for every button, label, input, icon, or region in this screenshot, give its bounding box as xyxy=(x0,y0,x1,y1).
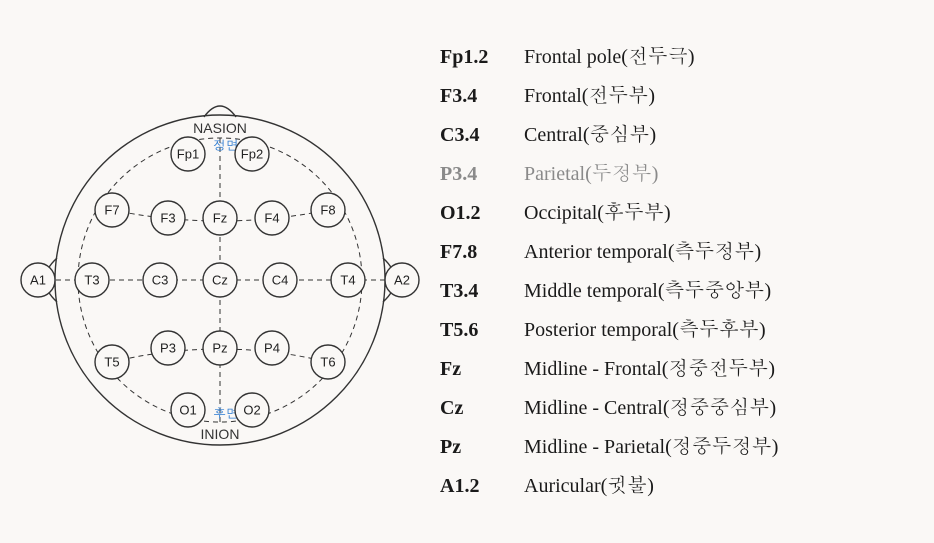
legend-desc: Midline - Central(정중중심부) xyxy=(524,389,792,428)
electrode-p4: P4 xyxy=(255,331,289,365)
electrode-label: T5 xyxy=(104,354,119,369)
electrode-fp2: Fp2 xyxy=(235,137,269,171)
legend-row: F3.4Frontal(전두부) xyxy=(440,77,792,116)
electrode-f7: F7 xyxy=(95,193,129,227)
electrode-t6: T6 xyxy=(311,345,345,379)
legend-row: A1.2Auricular(귓불) xyxy=(440,467,792,506)
legend-row: T5.6Posterior temporal(측두후부) xyxy=(440,311,792,350)
electrode-o2: O2 xyxy=(235,393,269,427)
electrode-c4: C4 xyxy=(263,263,297,297)
legend-code: Cz xyxy=(440,389,524,428)
legend-desc: Posterior temporal(측두후부) xyxy=(524,311,792,350)
electrode-o1: O1 xyxy=(171,393,205,427)
electrode-label: Fp2 xyxy=(241,146,263,161)
inion-label: INION xyxy=(201,426,240,442)
legend-table: Fp1.2Frontal pole(전두극)F3.4Frontal(전두부)C3… xyxy=(440,38,792,506)
electrode-a2: A2 xyxy=(385,263,419,297)
eeg-head-diagram: NASIONINION정면후면Fp1Fp2F7F3FzF4F8A1T3C3CzC… xyxy=(0,0,430,543)
electrode-f4: F4 xyxy=(255,201,289,235)
legend-code: F3.4 xyxy=(440,77,524,116)
electrode-t5: T5 xyxy=(95,345,129,379)
electrode-label: O1 xyxy=(179,402,196,417)
electrode-label: Fz xyxy=(213,210,227,225)
legend-row: P3.4Parietal(두정부) xyxy=(440,155,792,194)
diagram-panel: NASIONINION정면후면Fp1Fp2F7F3FzF4F8A1T3C3CzC… xyxy=(0,0,430,543)
legend-desc: Auricular(귓불) xyxy=(524,467,792,506)
electrode-fp1: Fp1 xyxy=(171,137,205,171)
electrode-label: F3 xyxy=(160,210,175,225)
electrode-t4: T4 xyxy=(331,263,365,297)
electrode-pz: Pz xyxy=(203,331,237,365)
electrode-a1: A1 xyxy=(21,263,55,297)
legend-desc: Parietal(두정부) xyxy=(524,155,792,194)
legend-row: FzMidline - Frontal(정중전두부) xyxy=(440,350,792,389)
electrode-label: Fp1 xyxy=(177,146,199,161)
legend-row: T3.4Middle temporal(측두중앙부) xyxy=(440,272,792,311)
legend-code: O1.2 xyxy=(440,194,524,233)
legend-row: C3.4Central(중심부) xyxy=(440,116,792,155)
electrode-label: A1 xyxy=(30,272,46,287)
legend-row: PzMidline - Parietal(정중두정부) xyxy=(440,428,792,467)
electrode-label: Pz xyxy=(212,340,227,355)
electrode-p3: P3 xyxy=(151,331,185,365)
legend-code: Pz xyxy=(440,428,524,467)
legend-desc: Anterior temporal(측두정부) xyxy=(524,233,792,272)
nasion-label: NASION xyxy=(193,120,247,136)
electrode-fz: Fz xyxy=(203,201,237,235)
legend-code: F7.8 xyxy=(440,233,524,272)
legend-code: T3.4 xyxy=(440,272,524,311)
legend-desc: Occipital(후두부) xyxy=(524,194,792,233)
electrode-label: P3 xyxy=(160,340,176,355)
legend-code: Fp1.2 xyxy=(440,38,524,77)
legend-row: Fp1.2Frontal pole(전두극) xyxy=(440,38,792,77)
electrode-label: P4 xyxy=(264,340,280,355)
legend-desc: Central(중심부) xyxy=(524,116,792,155)
legend-code: Fz xyxy=(440,350,524,389)
legend-desc: Midline - Frontal(정중전두부) xyxy=(524,350,792,389)
legend-code: A1.2 xyxy=(440,467,524,506)
electrode-label: C3 xyxy=(152,272,169,287)
electrode-cz: Cz xyxy=(203,263,237,297)
electrode-f8: F8 xyxy=(311,193,345,227)
electrode-t3: T3 xyxy=(75,263,109,297)
legend-panel: Fp1.2Frontal pole(전두극)F3.4Frontal(전두부)C3… xyxy=(430,0,934,543)
legend-row: O1.2Occipital(후두부) xyxy=(440,194,792,233)
legend-code: C3.4 xyxy=(440,116,524,155)
electrode-label: C4 xyxy=(272,272,289,287)
electrode-label: F4 xyxy=(264,210,279,225)
legend-desc: Frontal(전두부) xyxy=(524,77,792,116)
legend-code: T5.6 xyxy=(440,311,524,350)
electrode-label: T6 xyxy=(320,354,335,369)
electrode-label: F7 xyxy=(104,202,119,217)
legend-desc: Middle temporal(측두중앙부) xyxy=(524,272,792,311)
electrode-label: A2 xyxy=(394,272,410,287)
electrode-c3: C3 xyxy=(143,263,177,297)
electrode-label: F8 xyxy=(320,202,335,217)
electrode-label: O2 xyxy=(243,402,260,417)
legend-desc: Midline - Parietal(정중두정부) xyxy=(524,428,792,467)
legend-code: P3.4 xyxy=(440,155,524,194)
electrode-label: T4 xyxy=(340,272,355,287)
page: NASIONINION정면후면Fp1Fp2F7F3FzF4F8A1T3C3CzC… xyxy=(0,0,934,543)
electrode-label: T3 xyxy=(84,272,99,287)
legend-desc: Frontal pole(전두극) xyxy=(524,38,792,77)
electrode-f3: F3 xyxy=(151,201,185,235)
legend-row: CzMidline - Central(정중중심부) xyxy=(440,389,792,428)
electrode-label: Cz xyxy=(212,272,228,287)
legend-row: F7.8Anterior temporal(측두정부) xyxy=(440,233,792,272)
